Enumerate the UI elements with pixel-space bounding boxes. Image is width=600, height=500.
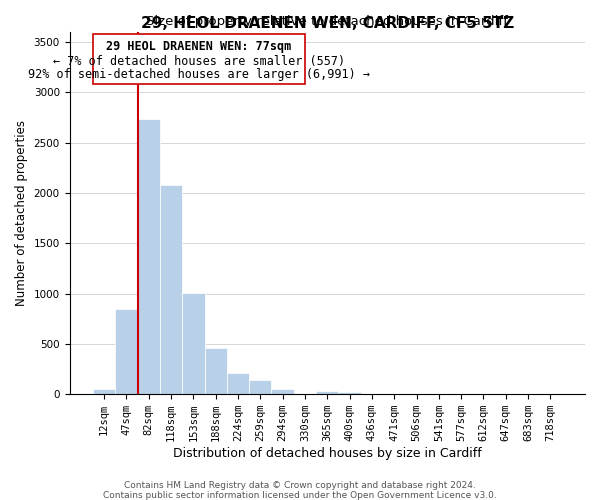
Bar	[182, 292, 205, 394]
Text: ← 7% of detached houses are smaller (557): ← 7% of detached houses are smaller (557…	[53, 54, 345, 68]
Bar	[115, 308, 137, 394]
Text: Size of property relative to detached houses in Cardiff: Size of property relative to detached ho…	[146, 15, 508, 28]
Bar	[137, 120, 160, 394]
Bar	[160, 185, 182, 394]
Text: 92% of semi-detached houses are larger (6,991) →: 92% of semi-detached houses are larger (…	[28, 68, 370, 80]
Bar	[271, 388, 294, 394]
Y-axis label: Number of detached properties: Number of detached properties	[15, 120, 28, 306]
Bar	[227, 373, 249, 394]
Title: 29, HEOL DRAENEN WEN, CARDIFF, CF5 5TZ: 29, HEOL DRAENEN WEN, CARDIFF, CF5 5TZ	[140, 16, 514, 30]
Bar	[316, 390, 338, 394]
Text: 29 HEOL DRAENEN WEN: 77sqm: 29 HEOL DRAENEN WEN: 77sqm	[106, 40, 292, 54]
Bar	[93, 388, 115, 394]
Text: Contains HM Land Registry data © Crown copyright and database right 2024.: Contains HM Land Registry data © Crown c…	[124, 480, 476, 490]
Bar	[338, 392, 361, 394]
Bar	[205, 348, 227, 394]
Bar	[249, 380, 271, 394]
FancyBboxPatch shape	[93, 34, 305, 84]
X-axis label: Distribution of detached houses by size in Cardiff: Distribution of detached houses by size …	[173, 447, 482, 460]
Text: Contains public sector information licensed under the Open Government Licence v3: Contains public sector information licen…	[103, 490, 497, 500]
